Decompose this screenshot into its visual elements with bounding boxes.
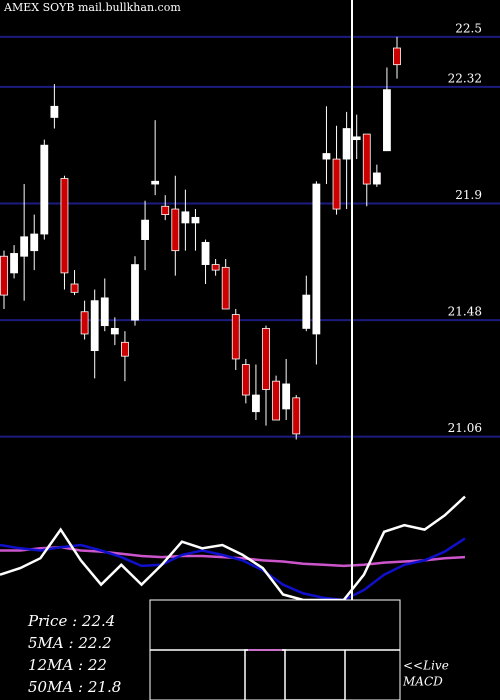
up-body bbox=[20, 236, 29, 257]
up-body bbox=[30, 233, 39, 252]
up-body bbox=[252, 394, 260, 413]
live-label: <<Live bbox=[403, 659, 449, 673]
down-body bbox=[211, 264, 220, 271]
y-tick-label: 22.5 bbox=[455, 21, 482, 35]
macd-step bbox=[244, 649, 346, 700]
y-tick-label: 21.48 bbox=[448, 305, 482, 319]
chart-title: AMEX SOYB mail.bullkhan.com bbox=[3, 1, 181, 14]
up-body bbox=[50, 105, 59, 118]
down-body bbox=[231, 314, 240, 360]
down-body bbox=[121, 341, 129, 357]
info: Price : 22.4 5MA : 22.2 12MA : 22 50MA : 21… bbox=[27, 612, 121, 696]
up-body bbox=[312, 183, 321, 335]
down-body bbox=[70, 283, 79, 293]
up-body bbox=[131, 264, 139, 321]
down-body bbox=[292, 397, 301, 435]
down-body bbox=[0, 255, 8, 296]
down-body bbox=[393, 47, 401, 66]
up-body bbox=[322, 153, 331, 160]
up-body bbox=[181, 211, 190, 224]
up-body bbox=[100, 297, 109, 327]
down-body bbox=[262, 328, 270, 390]
up-body bbox=[110, 328, 119, 335]
down-body bbox=[272, 380, 280, 421]
up-body bbox=[282, 383, 291, 410]
y-tick-label: 21.9 bbox=[455, 188, 482, 202]
info-line: 5MA : 22.2 bbox=[28, 634, 112, 652]
up-body bbox=[90, 300, 99, 352]
indicator-line bbox=[0, 537, 466, 602]
info-line: 50MA : 21.8 bbox=[28, 678, 121, 696]
up-body bbox=[151, 180, 160, 185]
up-body bbox=[383, 89, 391, 152]
candles bbox=[0, 36, 401, 440]
info-line: Price : 22.4 bbox=[27, 612, 115, 630]
down-body bbox=[171, 208, 180, 252]
y-tick-label: 22.32 bbox=[448, 71, 482, 85]
down-body bbox=[241, 364, 250, 396]
up-body bbox=[302, 294, 311, 329]
up-body bbox=[201, 241, 210, 265]
indicator-panel bbox=[0, 495, 466, 602]
up-body bbox=[372, 172, 381, 185]
down-body bbox=[161, 205, 170, 215]
down-body bbox=[362, 133, 371, 185]
down-body bbox=[221, 266, 230, 310]
y-tick-label: 21.06 bbox=[448, 421, 482, 435]
up-body bbox=[40, 144, 49, 235]
down-body bbox=[60, 178, 69, 274]
up-body bbox=[10, 253, 18, 274]
indicator-line bbox=[0, 495, 466, 602]
macd-label: MACD bbox=[402, 675, 443, 689]
up-body bbox=[191, 216, 200, 224]
grid: 22.5 22.32 21.9 21.48 21.06 bbox=[0, 21, 500, 438]
up-body bbox=[352, 136, 361, 141]
info-line: 12MA : 22 bbox=[28, 656, 107, 674]
up-body bbox=[342, 128, 351, 160]
up-body bbox=[141, 219, 149, 240]
down-body bbox=[332, 158, 341, 210]
down-body bbox=[80, 311, 89, 335]
